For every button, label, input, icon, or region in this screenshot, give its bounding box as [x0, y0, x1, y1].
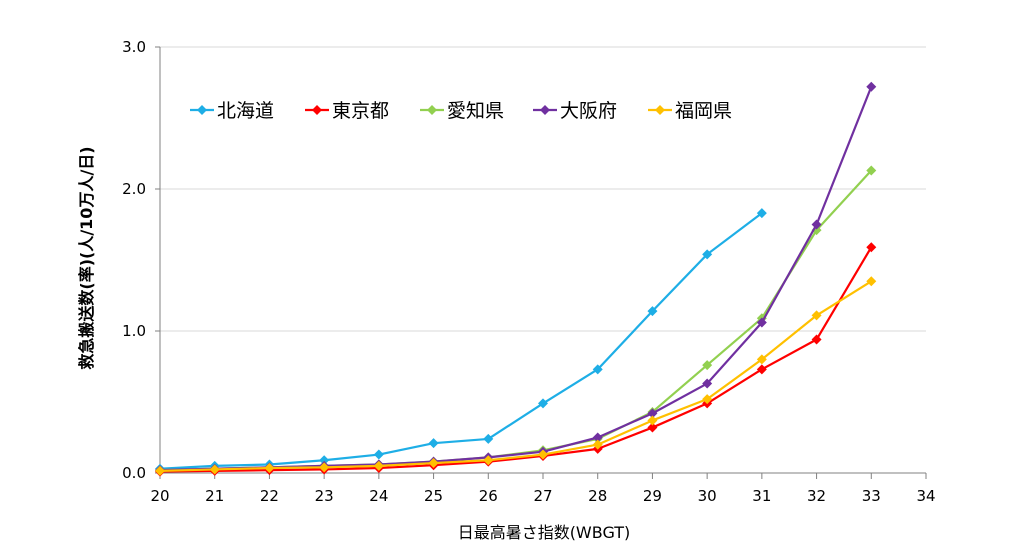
data-point — [319, 455, 330, 466]
data-point — [264, 463, 275, 474]
legend-item-2: 愛知県 — [420, 100, 504, 122]
data-point — [756, 364, 767, 375]
data-point — [702, 378, 713, 389]
data-point — [647, 415, 658, 426]
x-tick-label: 29 — [643, 487, 662, 505]
legend-label: 愛知県 — [447, 100, 504, 122]
data-point — [756, 354, 767, 365]
series-group — [155, 81, 877, 477]
grid-lines — [160, 46, 926, 332]
data-point — [319, 462, 330, 473]
legend-item-3: 大阪府 — [533, 100, 617, 122]
data-point — [702, 360, 713, 371]
data-point — [483, 455, 494, 466]
x-tick-label: 25 — [424, 487, 443, 505]
data-point — [647, 422, 658, 433]
series-2 — [155, 165, 877, 476]
data-point — [756, 208, 767, 219]
data-point — [811, 334, 822, 345]
legend: 北海道 東京都 愛知県 大阪府 福岡県 — [190, 100, 732, 122]
data-point — [592, 439, 603, 450]
y-tick-label: 3.0 — [122, 38, 146, 56]
legend-marker — [312, 105, 322, 115]
x-tick-label: 32 — [807, 487, 826, 505]
x-tick-label: 21 — [205, 487, 224, 505]
y-tick-label: 2.0 — [122, 180, 146, 198]
y-tick-label: 0.0 — [122, 464, 146, 482]
x-tick-label: 30 — [698, 487, 717, 505]
series-0 — [155, 208, 767, 474]
x-tick-label: 23 — [315, 487, 334, 505]
legend-label: 北海道 — [217, 100, 274, 122]
data-point — [866, 165, 877, 176]
series-3 — [155, 81, 877, 476]
data-point — [702, 249, 713, 260]
x-tick-label: 22 — [260, 487, 279, 505]
data-point — [811, 219, 822, 230]
legend-item-0: 北海道 — [190, 100, 274, 122]
data-point — [702, 394, 713, 405]
data-point — [209, 464, 220, 475]
data-point — [373, 449, 384, 460]
data-point — [866, 242, 877, 253]
legend-marker — [197, 105, 207, 115]
series-line — [159, 280, 872, 472]
x-tick-label: 20 — [150, 487, 169, 505]
data-point — [373, 460, 384, 471]
data-point — [483, 433, 494, 444]
x-tick-label: 28 — [588, 487, 607, 505]
data-point — [866, 81, 877, 92]
data-point — [155, 465, 165, 476]
x-tick-label: 33 — [862, 487, 881, 505]
data-point — [538, 449, 548, 460]
y-tick-label: 1.0 — [122, 322, 146, 340]
x-axis-title: 日最高暑さ指数(WBGT) — [458, 523, 631, 542]
data-point — [811, 310, 822, 321]
y-axis-title: 救急搬送数(率)(人/10万人/日) — [77, 146, 96, 369]
series-4 — [155, 276, 877, 476]
data-point — [756, 317, 767, 328]
legend-label: 福岡県 — [675, 100, 732, 122]
legend-marker — [655, 105, 665, 115]
data-point — [592, 432, 603, 443]
legend-marker — [427, 105, 437, 115]
data-point — [592, 364, 603, 375]
legend-marker — [540, 105, 550, 115]
x-tick-label: 31 — [752, 487, 771, 505]
series-line — [159, 212, 763, 470]
legend-item-1: 東京都 — [305, 100, 389, 122]
data-point — [647, 306, 658, 317]
legend-label: 大阪府 — [560, 100, 617, 122]
axes: 0.0 1.0 2.0 3.0 20 21 22 23 24 25 26 27 28 29 30 31 32 33… — [122, 38, 935, 505]
x-tick-label: 27 — [533, 487, 552, 505]
x-tick-label: 34 — [916, 487, 935, 505]
legend-item-4: 福岡県 — [648, 100, 732, 122]
data-point — [428, 438, 439, 449]
series-1 — [155, 242, 877, 477]
x-tick-label: 26 — [479, 487, 498, 505]
data-point — [538, 398, 548, 409]
data-point — [428, 458, 439, 469]
x-tick-label: 24 — [369, 487, 388, 505]
data-point — [647, 408, 658, 419]
legend-label: 東京都 — [332, 100, 389, 122]
series-line — [159, 86, 873, 472]
data-point — [866, 276, 877, 287]
series-line — [159, 246, 873, 473]
